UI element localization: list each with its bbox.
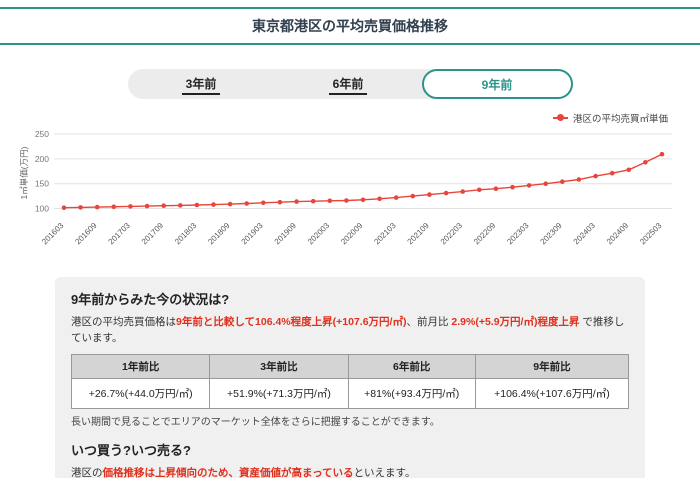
svg-text:202409: 202409 <box>605 221 631 247</box>
svg-text:201903: 201903 <box>240 221 266 247</box>
svg-text:201703: 201703 <box>107 221 133 247</box>
tab-9-years[interactable]: 9年前 <box>421 69 573 99</box>
chart-section: 港区の平均売買㎡単価 250 200 150 100 1㎡単価(万円) 201603 201… <box>0 111 700 271</box>
svg-text:202103: 202103 <box>372 221 398 247</box>
chart-legend: 港区の平均売買㎡単価 <box>18 111 668 125</box>
svg-text:202503: 202503 <box>638 221 664 247</box>
svg-text:201709: 201709 <box>140 221 166 247</box>
period-tab-bar: 3年前 6年前 9年前 <box>127 69 573 99</box>
legend-line-dot-icon <box>552 114 568 121</box>
table-value-cell: +81%(+93.4万円/㎡) <box>347 377 476 409</box>
top-divider <box>0 7 700 9</box>
svg-text:202109: 202109 <box>406 221 432 247</box>
comparison-table-header-row: 1年前比 3年前比 6年前比 9年前比 <box>70 353 630 379</box>
svg-text:201803: 201803 <box>173 221 199 247</box>
advice-paragraph-1: 港区の価格推移は上昇傾向のため、資産価値が高まっているといえます。 <box>71 467 416 478</box>
advice-block: いつ買う?いつ売る? 港区の価格推移は上昇傾向のため、資産価値が高まっているとい… <box>71 440 629 478</box>
tab-6-years-label: 6年前 <box>328 74 368 95</box>
advice-heading: いつ買う?いつ売る? <box>71 443 191 459</box>
svg-text:201603: 201603 <box>40 221 66 247</box>
tab-3-years[interactable]: 3年前 <box>128 69 275 99</box>
svg-text:200: 200 <box>35 154 49 164</box>
situation-paragraph: 港区の平均売買価格は9年前と比較して106.4%程度上昇(+107.6万円/㎡)… <box>71 316 625 345</box>
table-value-cell: +106.4%(+107.6万円/㎡) <box>474 377 630 409</box>
price-trend-chart: 250 200 150 100 1㎡単価(万円) 201603 201609 201703 20… <box>19 129 672 247</box>
svg-text:100: 100 <box>35 204 49 214</box>
svg-text:202003: 202003 <box>306 221 332 247</box>
tab-3-years-label: 3年前 <box>181 74 221 95</box>
table-header-cell: 1年前比 <box>70 353 211 379</box>
title-divider <box>0 43 700 45</box>
svg-text:201809: 201809 <box>206 221 232 247</box>
table-header-cell: 3年前比 <box>209 353 349 379</box>
page-title: 東京都港区の平均売買価格推移 <box>252 18 448 34</box>
svg-text:202009: 202009 <box>339 221 365 247</box>
svg-text:202303: 202303 <box>505 221 531 247</box>
summary-panel: 9年前からみた今の状況は? 港区の平均売買価格は9年前と比較して106.4%程度… <box>55 277 645 478</box>
comparison-table-value-row: +26.7%(+44.0万円/㎡) +51.9%(+71.3万円/㎡) +81%(+… <box>70 377 630 409</box>
table-header-cell: 9年前比 <box>474 353 630 379</box>
svg-text:150: 150 <box>35 179 49 189</box>
comparison-table: 1年前比 3年前比 6年前比 9年前比 +26.7%(+44.0万円/㎡) +51.9%… <box>70 353 630 409</box>
svg-text:202203: 202203 <box>439 221 465 247</box>
tab-6-years[interactable]: 6年前 <box>275 69 422 99</box>
svg-text:201609: 201609 <box>73 221 99 247</box>
situation-heading: 9年前からみた今の状況は? <box>71 292 230 307</box>
svg-text:1㎡単価(万円): 1㎡単価(万円) <box>19 146 29 199</box>
table-value-cell: +26.7%(+44.0万円/㎡) <box>70 377 211 409</box>
svg-text:250: 250 <box>35 129 49 139</box>
table-value-cell: +51.9%(+71.3万円/㎡) <box>209 377 349 409</box>
svg-text:202403: 202403 <box>572 221 598 247</box>
svg-text:201909: 201909 <box>273 221 299 247</box>
legend-label: 港区の平均売買㎡単価 <box>572 113 668 125</box>
situation-note: 長い期間で見ることでエリアのマーケット全体をさらに把握することができます。 <box>71 416 440 428</box>
tab-9-years-label: 9年前 <box>481 77 513 92</box>
svg-text:202209: 202209 <box>472 221 498 247</box>
table-header-cell: 6年前比 <box>347 353 476 379</box>
svg-text:202309: 202309 <box>539 221 565 247</box>
